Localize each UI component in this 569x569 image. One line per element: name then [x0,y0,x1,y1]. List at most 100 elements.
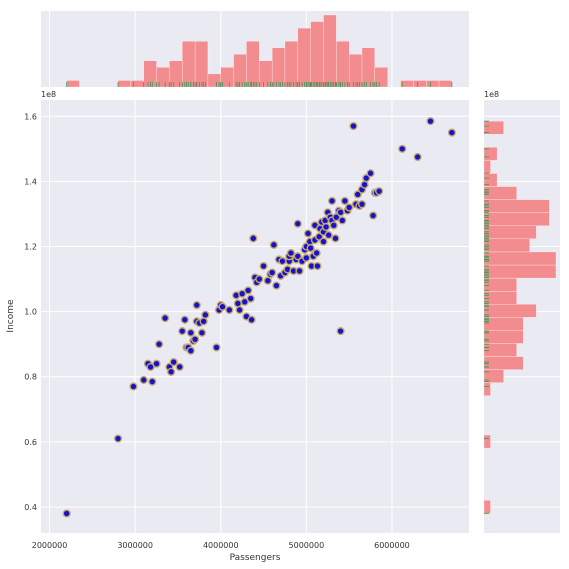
top-histogram-bar [284,41,298,88]
scatter-point [155,340,164,349]
scatter-point [324,231,333,240]
scatter-point [306,244,315,253]
top-marginal-bars [66,14,453,88]
scatter-point [278,257,287,266]
scatter-point [146,362,155,372]
y-tick-label: 1.0 [24,308,37,317]
scatter-point [302,253,311,262]
scatter-point [199,317,208,326]
x-tick-label: 2000000 [32,541,68,550]
scatter-point [312,248,321,258]
right-marginal-histogram [483,100,560,533]
scatter-point [331,234,340,243]
scatter-point [169,357,178,367]
scatter-point [313,261,322,271]
right-histogram-bar [483,434,491,449]
scatter-point [247,315,256,324]
scatter-point [186,328,195,337]
scatter-point [178,327,187,336]
scatter-point [139,375,148,385]
right-histogram-bar [483,317,524,331]
top-histogram-bar [310,21,324,88]
y-tick-label: 0.4 [24,503,37,512]
scatter-point [360,180,369,189]
right-histogram-bar [483,500,491,514]
scatter-point [272,281,281,290]
scatter-point [357,200,367,209]
scatter-point [345,203,354,212]
x-axis-label: Passengers [230,553,281,563]
scatter-point [269,240,278,249]
x-tick-labels: 2000000 3000000 4000000 5000000 6000000 [32,541,410,550]
top-histogram-bar [336,41,350,88]
scatter-point [447,128,456,137]
scatter-point [375,187,384,196]
right-histogram-bar [483,382,491,396]
top-marginal-rug [66,82,453,87]
scatter-point [246,294,255,303]
scatter-point [190,335,200,344]
top-histogram-bar [130,80,144,88]
top-histogram-bar [349,54,363,88]
scatter-point [340,196,349,206]
scatter-point [218,302,227,311]
right-histogram-bar [483,199,550,213]
right-histogram-bar [483,121,504,135]
top-histogram-bar [194,41,209,88]
main-scatter-axes: 2000000 3000000 4000000 5000000 6000000 0.40… [24,100,469,550]
scatter-point [295,266,304,276]
top-histogram-bar [182,41,196,88]
scatter-point [329,221,338,230]
scatter-point [244,286,253,295]
top-histogram-bar [297,27,311,88]
top-marginal-histogram [41,11,469,88]
scatter-point [426,117,435,126]
scatter-point [259,261,268,271]
right-histogram-bar [483,251,557,266]
scatter-point [349,121,358,131]
scatter-point [366,169,375,178]
top-histogram-bar [323,14,337,88]
scatter-point [152,359,161,368]
scatter-point [201,310,210,319]
scatter-point [327,196,337,206]
right-histogram-bar [483,277,517,292]
top-histogram-bar [246,41,260,88]
top-histogram-bar [143,60,157,88]
scatter-point [192,301,201,310]
top-histogram-bar [117,80,132,88]
y-offset-label: 1e8 [41,90,56,99]
right-histogram-bar [483,343,517,357]
main-grid [41,100,469,533]
top-histogram-bar [66,80,80,88]
scatter-point [338,216,347,225]
scatter-point [161,314,170,323]
scatter-point [186,346,195,355]
right-histogram-bar [483,238,530,253]
scatter-point [225,305,234,315]
y-marginal-offset-label: 1e8 [484,90,499,99]
top-histogram-bar [426,80,440,88]
top-histogram-bar [156,67,170,88]
scatter-point [398,144,407,153]
scatter-point [235,305,244,315]
x-tick-label: 5000000 [289,541,325,550]
right-marginal-rug [484,120,489,514]
scatter-point [369,211,378,220]
main-plot-background [41,100,469,533]
scatter-point [293,219,302,228]
right-histogram-bar [483,291,517,305]
scatter-point [286,248,296,258]
right-histogram-bar [483,330,524,344]
scatter-point [321,222,331,232]
right-histogram-bar [483,160,491,174]
top-histogram-bar [361,47,375,88]
y-tick-label: 1.6 [24,112,37,121]
scatter-point [263,276,272,285]
y-tick-label: 1.4 [24,177,37,186]
right-histogram-bar [483,356,524,370]
scatter-point [255,274,264,284]
scatter-point [238,289,247,298]
scatter-point [240,297,249,306]
